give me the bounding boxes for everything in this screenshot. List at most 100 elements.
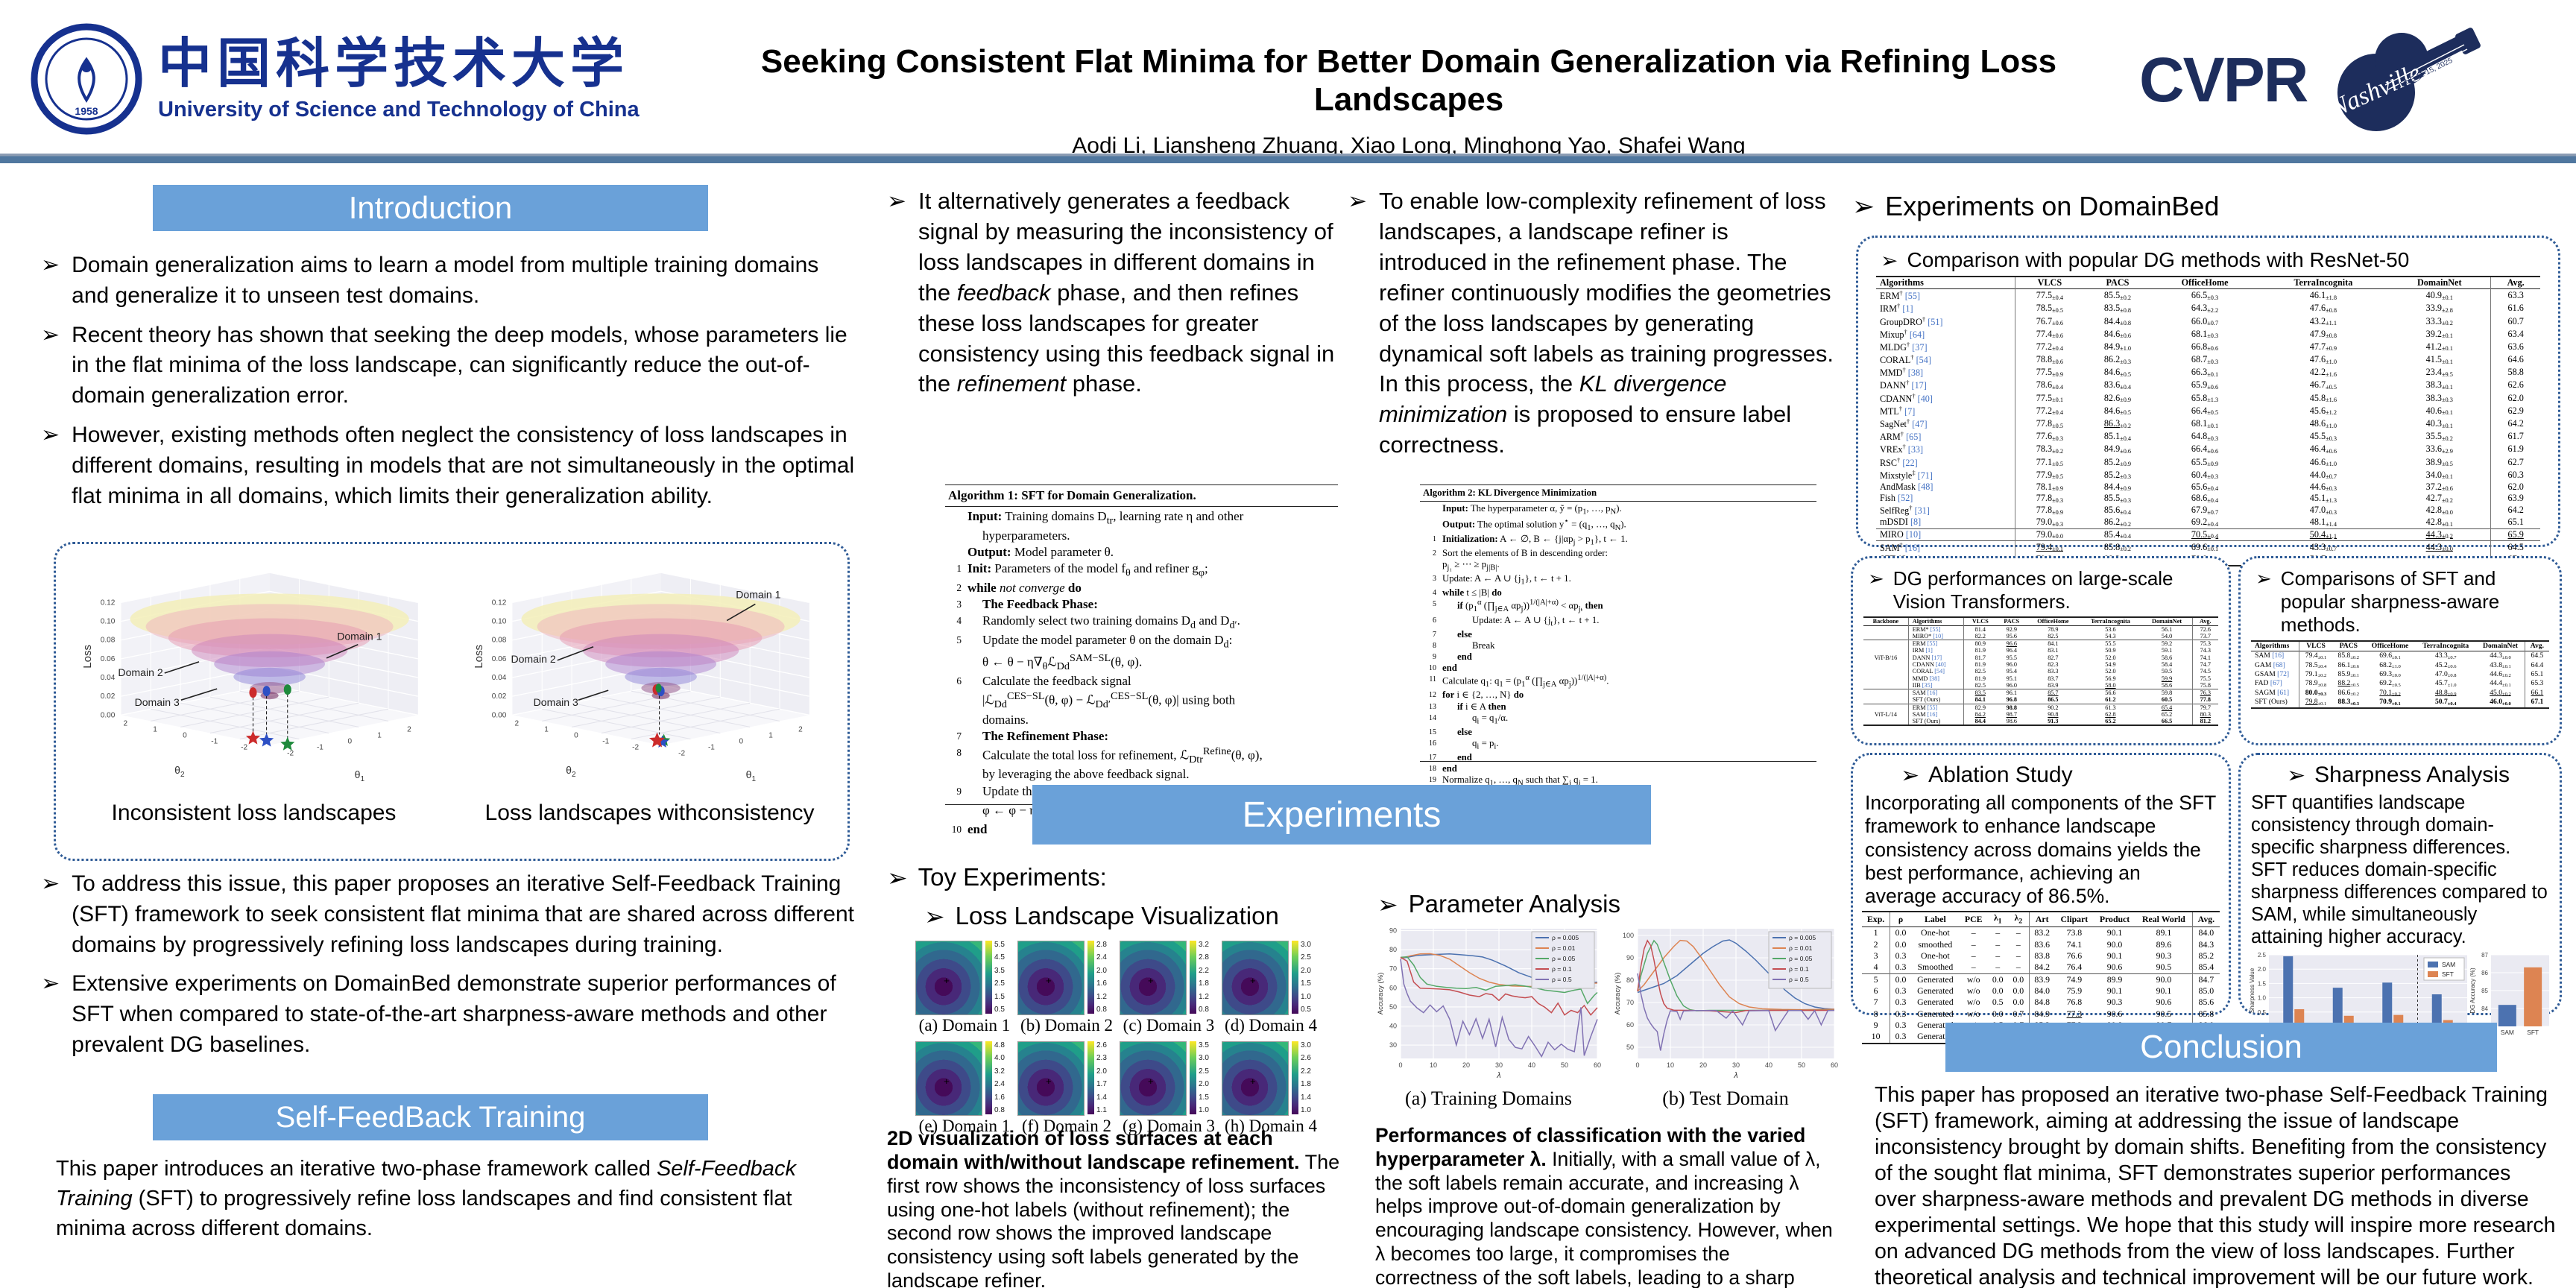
- svg-text:2: 2: [514, 719, 519, 727]
- svg-text:0.06: 0.06: [101, 655, 116, 663]
- box-title: Comparisons of SFT and popular sharpness…: [2280, 567, 2500, 637]
- toy-experiments-label: ➢ Toy Experiments:: [887, 863, 1107, 891]
- algorithm-line: 9 end: [1433, 651, 1472, 662]
- table-row: MMD [38] 81.9 95.1 83.7 56.9 59.9 75.5: [1863, 675, 2218, 682]
- arrow-bullet-icon: ➢: [887, 188, 906, 214]
- subplot-caption: (d) Domain 4: [1225, 1016, 1317, 1035]
- section-title: Conclusion: [2140, 1029, 2302, 1065]
- sft-paragraph: This paper introduces an iterative two-p…: [56, 1157, 796, 1241]
- sharpness-paragraph: SFT quantifies landscape consistency thr…: [2251, 792, 2548, 948]
- contribution-bullet-list: ➢ To address this issue, this paper propo…: [41, 869, 857, 1070]
- table-row: SFT (Ours) 84.1 96.8 86.5 61.2 60.5 77.8: [1863, 696, 2218, 704]
- sharpness-aware-table: Algorithms VLCS PACS OfficeHome TerraIncogni…: [2251, 640, 2549, 709]
- algorithm-line: 10 end: [951, 822, 988, 837]
- subplot-caption: (f) Domain 2: [1021, 1117, 1112, 1135]
- surface-plot-consistent: 0.00 0.02 0.04 0.06 0.08 0.10 0.12 Loss 2 -2 1 -1 0 0…: [473, 572, 809, 783]
- svg-text:2: 2: [798, 725, 803, 733]
- svg-text:DG Accuracy (%): DG Accuracy (%): [2469, 967, 2476, 1014]
- svg-text:60: 60: [1389, 984, 1397, 991]
- svg-text:θ2: θ2: [174, 764, 185, 779]
- sharpness-charts: 0.00.51.01.52.02.5ClipartProductReal Wor…: [2248, 952, 2552, 1043]
- svg-text:30: 30: [1732, 1061, 1740, 1069]
- algorithm-line: 18 end: [1429, 763, 1457, 774]
- arrow-bullet-icon: ➢: [2287, 763, 2306, 788]
- svg-text:Accuracy (%): Accuracy (%): [1614, 973, 1622, 1014]
- algorithm-line: 2 Sort the elements of B in descending or…: [1433, 547, 1609, 558]
- algorithm-line: |ℒDdCES−SL(θ, φ) − ℒDd′CES−SL(θ, φ)| usi…: [982, 690, 1236, 711]
- table-row: IRM† [1] 78.5±0.5 83.5±0.8 64.3±2.2 47.6±0.8…: [1876, 302, 2540, 315]
- table-row: Fish [52] 77.8±0.3 85.5±0.3 68.6±0.4 45.1±1.…: [1876, 493, 2540, 505]
- svg-text:Loss: Loss: [81, 645, 94, 669]
- algorithm-line: 3 Update: A ← A ∪ {j1}, t ← t + 1.: [1433, 572, 1571, 587]
- svg-text:0.08: 0.08: [101, 637, 116, 645]
- algorithm-line: 5 Update the model parameter θ on the dom…: [956, 632, 1233, 651]
- contour-subplot: +2.8 2.4 2.0 1.6 1.2 0.8 (b) Domain 2: [1017, 941, 1116, 1035]
- svg-text:60: 60: [1626, 1021, 1634, 1029]
- table-row: ERM† [55] 77.5±0.4 85.5±0.2 66.5±0.3 46.1±1.…: [1876, 288, 2540, 303]
- algorithm-line: pj₁ ≥ ⋯ ≥ pj|B|.: [1442, 558, 1500, 572]
- table-row: SAM‡ [16] 79.4±0.1 85.8±0.2 69.6±0.1 43.3±0.…: [1876, 540, 2540, 554]
- table-row: 3 0.3 One-hot – – –83.8 76.6 90.1 90.3 85.2: [1862, 950, 2220, 962]
- svg-text:Domain 3: Domain 3: [135, 696, 180, 708]
- svg-text:2: 2: [407, 725, 411, 733]
- data-table: Algorithms VLCS PACS OfficeHome TerraIncogni…: [1876, 276, 2540, 566]
- colorbar: [985, 941, 992, 1014]
- algorithm-line: 1 Init: Parameters of the model fθ and re…: [956, 561, 1208, 579]
- parameter-charts: 0 10 20 30 40 50 60 30 40 50 60 70 80 90 λ Accuracy (%)…: [1375, 924, 1839, 1110]
- contour-subplot: +3.2 2.8 2.2 1.8 1.2 0.8 (c) Domain 3: [1120, 941, 1218, 1035]
- svg-text:87: 87: [2481, 952, 2488, 959]
- svg-text:0.06: 0.06: [492, 655, 507, 663]
- algorithm-line: 3 The Feedback Phase:: [956, 597, 1098, 611]
- arrow-bullet-icon: ➢: [1348, 188, 1367, 214]
- guitar-icon: Nashville JUNE 11-15, 2025: [2326, 28, 2481, 131]
- svg-text:θ1: θ1: [746, 768, 757, 783]
- subplot-caption: (b) Domain 2: [1020, 1016, 1113, 1035]
- svg-text:0: 0: [1635, 1061, 1639, 1069]
- table-row: SAM [16] 79.4±0.1 85.8±0.2 69.6±0.1 43.3±0.7…: [2251, 651, 2549, 661]
- svg-text:0.10: 0.10: [101, 618, 116, 626]
- svg-text:SAM: SAM: [2442, 961, 2455, 968]
- table-row: 4 0.3 Smoothed – – –84.2 76.4 90.6 90.5 85.4: [1862, 962, 2220, 974]
- table-row: 5 0.0 Generated w/o 0.0 0.0 83.9 74.9 89.9 90.0 84…: [1862, 973, 2220, 986]
- table-row: MLDG† [37] 77.2±0.4 84.9±1.0 66.8±0.6 47.7±0…: [1876, 340, 2540, 354]
- table-row: RSC† [22] 77.1±0.5 85.2±0.9 65.5±0.9 46.6±1.…: [1876, 455, 2540, 469]
- conclusion-paragraph: This paper has proposed an iterative two…: [1875, 1083, 2556, 1288]
- table-row: ERM [55] 80.9 96.6 84.1 55.5 59.2 75.3: [1863, 640, 2218, 648]
- table-row: GroupDRO† [51] 76.7±0.6 84.4±0.8 66.0±0.7 43…: [1876, 315, 2540, 328]
- arrow-bullet-icon: ➢: [887, 864, 908, 891]
- param-chart-train: 0 10 20 30 40 50 60 30 40 50 60 70 80 90 λ Accuracy (%)…: [1375, 924, 1602, 1110]
- svg-text:100: 100: [1623, 932, 1634, 939]
- param-chart-test: 0 10 20 30 40 50 60 50 60 70 80 90 100 λ Accuracy (%) ρ…: [1612, 924, 1839, 1110]
- colorbar: [1087, 941, 1094, 1014]
- header-divider-bar: [0, 154, 2576, 163]
- table-row: CORAL [54] 82.5 95.4 83.3 52.0 59.5 74.5: [1863, 668, 2218, 675]
- algorithm-line: 11 Calculate q1: q1 = (p1α (∏j∈A αpj))1/(…: [1429, 674, 1609, 689]
- svg-text:0.08: 0.08: [492, 637, 507, 645]
- arrow-bullet-icon: ➢: [41, 871, 60, 896]
- ustc-emblem-icon: 1958: [31, 23, 142, 135]
- bullet-item: ➢ Extensive experiments on DomainBed demo…: [41, 969, 857, 1060]
- subplot-caption: (a) Domain 1: [918, 1016, 1011, 1035]
- table-row: MTL† [7] 77.2±0.4 84.6±0.5 66.4±0.5 45.6±1.2…: [1876, 404, 2540, 417]
- arrow-bullet-icon: ➢: [1901, 763, 1920, 788]
- svg-text:2.5: 2.5: [2258, 952, 2267, 959]
- svg-text:0.04: 0.04: [101, 674, 116, 682]
- algorithm-line: 12 for i ∈ {2, …, N} do: [1429, 689, 1524, 701]
- contour-subplot: +4.8 4.0 3.2 2.4 1.6 0.8 (e) Domain 1: [915, 1041, 1014, 1136]
- svg-text:1.0: 1.0: [2258, 994, 2267, 1001]
- bullet-item: ➢ Domain generalization aims to learn a m…: [41, 250, 857, 312]
- contour-plot: +: [1120, 1041, 1187, 1116]
- bullet-item: ➢ Recent theory has shown that seeking th…: [41, 321, 857, 411]
- svg-text:2.0: 2.0: [2258, 966, 2267, 973]
- table-row: CDANN† [40] 77.5±0.1 82.6±0.9 65.8±1.3 45.8±…: [1876, 391, 2540, 405]
- svg-text:-2: -2: [678, 750, 685, 758]
- poster-title: Seeking Consistent Flat Minima for Bette…: [760, 43, 2057, 118]
- svg-text:0.10: 0.10: [492, 618, 507, 626]
- svg-text:86: 86: [2481, 970, 2488, 976]
- colorbar: [985, 1041, 992, 1114]
- svg-text:0: 0: [1398, 1061, 1402, 1069]
- algorithm-line: 19 Normalize q1, …, qN such that ∑i qi = …: [1429, 774, 1598, 788]
- institution-logo: 1958 中国科学技术大学 University of Science and …: [30, 16, 686, 142]
- svg-text:20: 20: [1462, 1061, 1470, 1069]
- svg-text:-2: -2: [287, 750, 294, 758]
